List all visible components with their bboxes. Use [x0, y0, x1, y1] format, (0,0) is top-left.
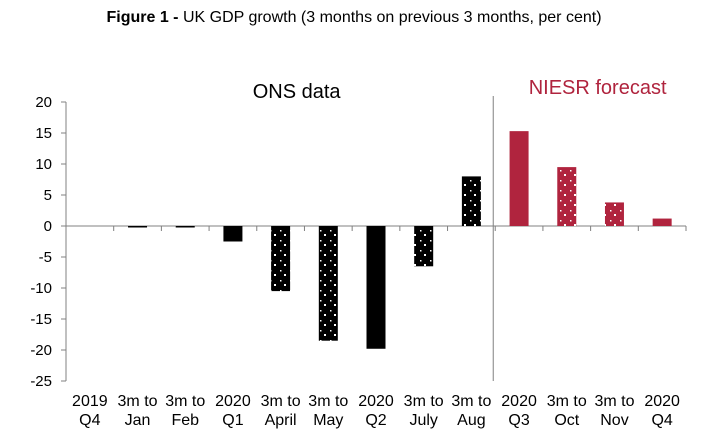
bar [128, 226, 148, 228]
y-tick-label: -20 [30, 342, 52, 359]
x-tick-label: 3m to April [261, 393, 301, 429]
x-tick-label-line: Q2 [365, 412, 386, 429]
x-tick-label: 2020 Q3 [501, 393, 537, 429]
x-tick-label: 2020 Q4 [644, 393, 680, 429]
x-tick-label-line: 3m to [594, 393, 634, 410]
x-tick-label: 3m to Jan [118, 393, 158, 429]
y-axis: 20 15 10 5 0 -5 -10 -15 -20 -25 [30, 94, 67, 390]
y-tick-label: 15 [35, 125, 52, 142]
x-tick-label-line: 3m to [261, 393, 301, 410]
x-tick-label-line: Q1 [222, 412, 243, 429]
x-tick-label-line: 3m to [547, 393, 587, 410]
x-tick-label-line: May [313, 412, 343, 429]
x-tick-label-line: Oct [554, 412, 579, 429]
x-tick-label-line: Feb [171, 412, 199, 429]
figure-caption: UK GDP growth (3 months on previous 3 mo… [182, 9, 602, 26]
bar [604, 202, 624, 226]
x-tick-label: 2020 Q2 [358, 393, 394, 429]
x-tick-label-line: 3m to [118, 393, 158, 410]
x-tick-label-line: Q3 [508, 412, 529, 429]
section-labels: ONS data NIESR forecast [253, 77, 667, 103]
y-tick-label: -15 [30, 311, 52, 328]
section-label-forecast: NIESR forecast [529, 77, 667, 99]
bar [175, 226, 195, 228]
x-tick-label-line: Q4 [651, 412, 672, 429]
x-tick-label: 3m to Nov [594, 393, 634, 429]
x-tick-label-line: April [265, 412, 297, 429]
x-tick-label-line: 2020 [501, 393, 537, 410]
x-tick-label-line: Q4 [79, 412, 100, 429]
y-tick-label: 0 [44, 218, 52, 235]
x-tick-label-line: 3m to [308, 393, 348, 410]
y-tick-label: 5 [44, 187, 52, 204]
bar [318, 226, 338, 341]
bar [414, 226, 434, 267]
bar [557, 167, 577, 226]
chart-title: Figure 1 - UK GDP growth (3 months on pr… [0, 9, 708, 27]
x-tick-label-line: 3m to [404, 393, 444, 410]
x-tick-label-line: 2020 [644, 393, 680, 410]
section-label-ons: ONS data [253, 81, 342, 103]
bar [461, 176, 481, 226]
x-tick-label-line: Nov [600, 412, 628, 429]
y-tick-label: 10 [35, 156, 52, 173]
x-tick-label: 3m to Aug [451, 393, 491, 429]
x-tick-label-line: 3m to [451, 393, 491, 410]
bar [223, 226, 243, 242]
bar [366, 226, 386, 349]
bar [509, 131, 529, 226]
x-tick-label: 2020 Q1 [215, 393, 251, 429]
x-tick-label-line: July [409, 412, 437, 429]
x-tick-label-line: 2020 [358, 393, 394, 410]
bar [652, 218, 672, 226]
x-tick-label-line: 3m to [165, 393, 205, 410]
y-tick-label: -10 [30, 280, 52, 297]
y-tick-label: -25 [30, 373, 52, 390]
x-tick-label: 3m to Feb [165, 393, 205, 429]
x-tick-label: 2019 Q4 [72, 393, 108, 429]
bars [128, 131, 672, 349]
x-tick-label: 3m to May [308, 393, 348, 429]
x-tick-label-line: Aug [457, 412, 485, 429]
x-tick-label-line: 2020 [215, 393, 251, 410]
x-tick-label-line: Jan [125, 412, 151, 429]
figure-number: Figure 1 - [106, 9, 179, 26]
x-tick-label-line: 2019 [72, 393, 108, 410]
x-tick-label: 3m to July [404, 393, 444, 429]
bar [271, 226, 291, 292]
y-tick-label: 20 [35, 94, 52, 111]
x-tick-label: 3m to Oct [547, 393, 587, 429]
y-tick-label: -5 [39, 249, 52, 266]
